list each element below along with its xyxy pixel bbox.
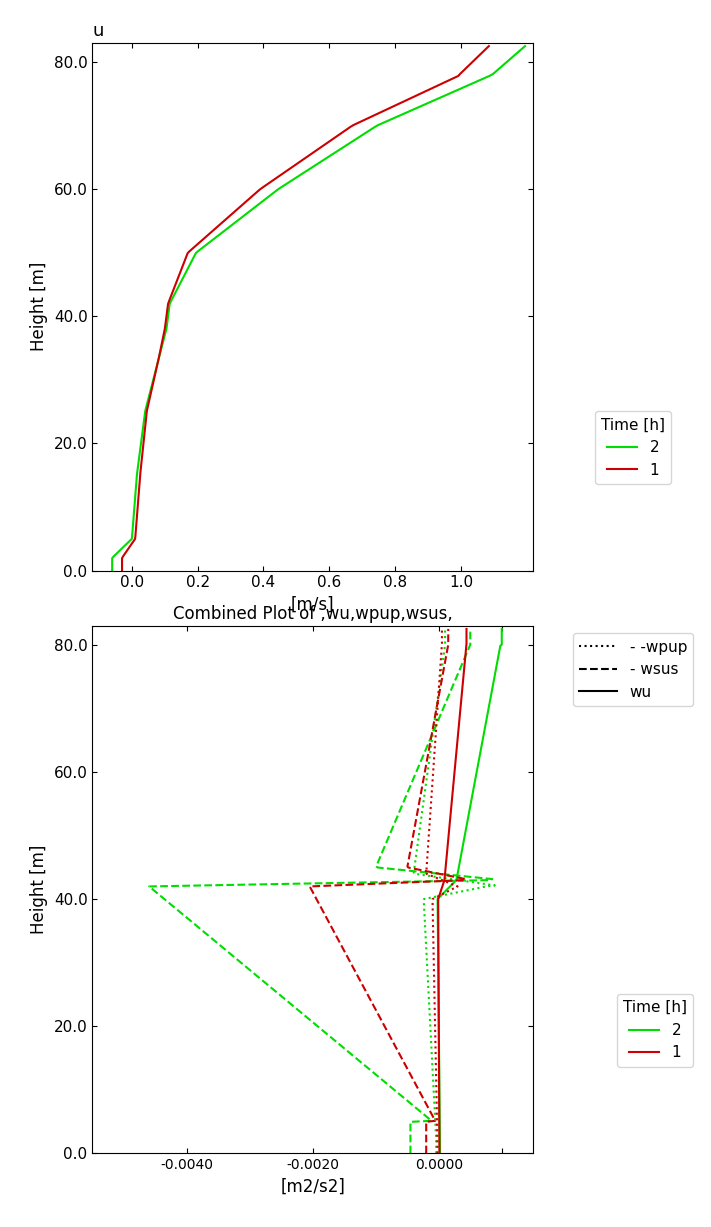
X-axis label: [m/s]: [m/s] xyxy=(291,596,335,614)
Title: Combined Plot of ,wu,wpup,wsus,: Combined Plot of ,wu,wpup,wsus, xyxy=(173,605,453,623)
Legend: 2, 1: 2, 1 xyxy=(595,411,671,483)
Legend: 2, 1: 2, 1 xyxy=(617,994,693,1066)
Text: u: u xyxy=(92,22,104,40)
Y-axis label: Height [m]: Height [m] xyxy=(30,845,48,934)
Y-axis label: Height [m]: Height [m] xyxy=(30,263,48,351)
X-axis label: [m2/s2]: [m2/s2] xyxy=(280,1178,346,1196)
